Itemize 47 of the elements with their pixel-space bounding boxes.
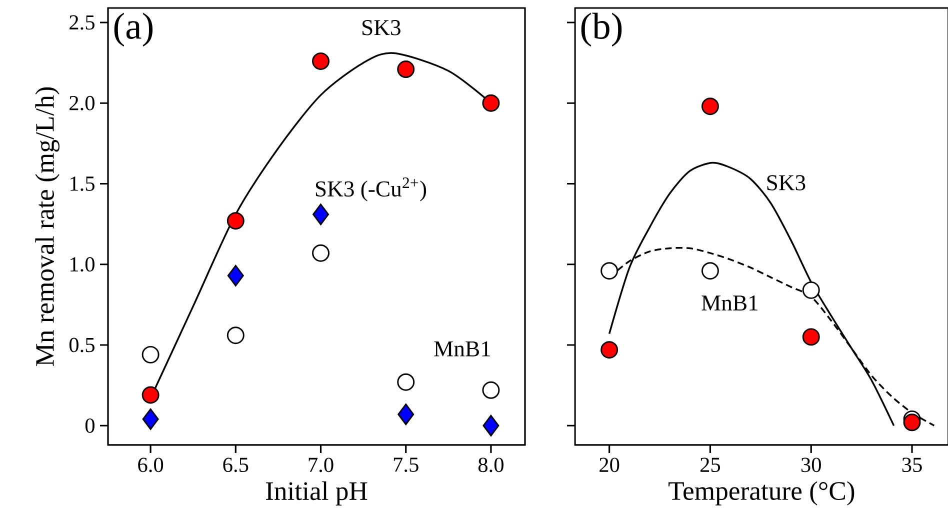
series-label: SK3 (-Cu$^{2+}$) (316, 177, 426, 202)
point (482, 414, 500, 436)
x-tick-label: 6.5 (223, 458, 248, 472)
series-label: MnB1 (434, 341, 490, 356)
y-tick-label: 1.5 (70, 176, 94, 191)
series-label: MnB1 (702, 295, 758, 310)
y-tick-label: 0 (85, 418, 94, 433)
y-axis-title: Mn removal rate (mg/L/h) (35, 87, 60, 366)
point (227, 264, 244, 286)
point (600, 262, 618, 280)
y-tick-label: 2.5 (70, 15, 94, 30)
x-tick-label: 30 (801, 458, 821, 472)
point (701, 262, 719, 280)
y-tick-label: 2.0 (70, 96, 94, 110)
point (903, 414, 921, 432)
x-axis-title: Initial pH (266, 481, 368, 506)
y-tick-label: 1.0 (70, 257, 94, 272)
annotation: (a) (114, 12, 153, 47)
x-tick-label: 7.0 (308, 458, 334, 472)
x-tick-label: 7.5 (394, 458, 418, 472)
point (226, 326, 244, 344)
point (482, 381, 500, 399)
x-tick-label: 25 (700, 458, 720, 472)
point (226, 212, 244, 230)
x-tick-label: 8.0 (478, 458, 504, 472)
x-tick-label: 35 (902, 458, 922, 472)
point (802, 328, 820, 346)
point (482, 94, 500, 112)
point (701, 98, 719, 116)
point (142, 386, 160, 404)
x-tick-label: 6.0 (138, 458, 164, 472)
point (142, 408, 159, 430)
point (142, 346, 160, 364)
y-tick-label: 0.5 (69, 338, 94, 352)
x-tick-label: 20 (600, 458, 620, 472)
x-axis-title: Temperature (°C) (668, 481, 854, 506)
point (600, 341, 618, 359)
series-label: SK3 (362, 20, 400, 36)
point (312, 244, 330, 262)
point (397, 60, 415, 78)
point (312, 52, 330, 70)
point (312, 204, 329, 226)
point (397, 373, 415, 391)
annotation: (b) (581, 12, 622, 47)
series-label: SK3 (767, 175, 806, 190)
point (802, 281, 820, 299)
point (398, 404, 414, 426)
